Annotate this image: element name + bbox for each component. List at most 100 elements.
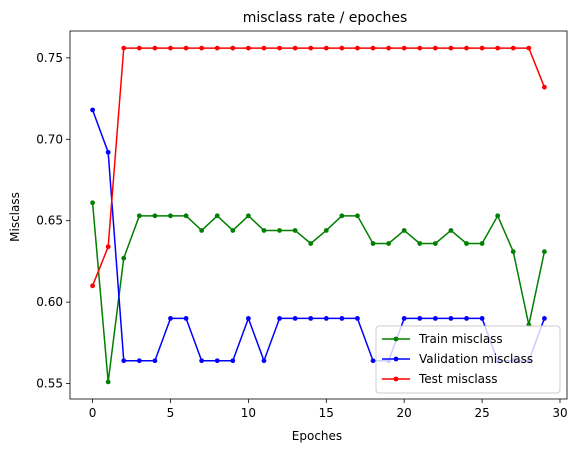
y-tick-label: 0.60 — [36, 295, 63, 309]
data-point — [261, 45, 267, 51]
data-point — [183, 45, 189, 51]
data-point — [121, 45, 127, 51]
x-tick-label: 10 — [241, 406, 256, 420]
data-point — [308, 241, 314, 246]
y-tick-label: 0.55 — [36, 377, 63, 391]
data-point — [261, 228, 267, 233]
y-tick-label: 0.65 — [36, 214, 63, 228]
plot-series — [90, 45, 547, 385]
data-point — [199, 45, 205, 51]
data-point — [479, 45, 485, 51]
data-point — [152, 45, 158, 51]
chart-title: misclass rate / epoches — [243, 10, 408, 26]
data-point — [355, 213, 360, 219]
x-tick-label: 5 — [167, 406, 175, 420]
legend-swatch-marker — [393, 376, 399, 382]
data-point — [417, 45, 423, 51]
data-point — [214, 213, 220, 219]
data-point — [386, 241, 392, 246]
x-axis-label: Epoches — [292, 429, 342, 443]
data-point — [199, 228, 205, 233]
data-point — [479, 241, 485, 246]
data-point — [401, 228, 407, 233]
x-tick-label: 15 — [319, 406, 334, 420]
data-point — [105, 379, 111, 385]
data-point — [152, 213, 158, 219]
data-point — [199, 358, 205, 364]
series-line — [91, 202, 546, 383]
data-point — [308, 315, 314, 321]
legend-swatch-marker — [393, 356, 399, 362]
data-point — [168, 45, 173, 51]
data-point — [136, 45, 142, 51]
data-point — [401, 45, 407, 51]
data-point — [292, 228, 298, 233]
data-point — [417, 315, 423, 321]
data-point — [448, 228, 454, 233]
x-tick-label: 25 — [474, 406, 489, 420]
x-axis-ticks: 0 5 10 15 20 25 30 — [89, 399, 568, 420]
data-point — [448, 315, 454, 321]
legend-label: Test misclass — [418, 372, 498, 386]
data-point — [370, 358, 376, 364]
data-point — [432, 315, 438, 321]
legend-swatch-marker — [393, 336, 399, 342]
data-point — [339, 315, 345, 321]
series-validation-misclass — [90, 107, 547, 364]
data-point — [136, 358, 142, 364]
legend-label: Validation misclass — [419, 352, 533, 366]
data-point — [121, 358, 127, 364]
series-test-misclass — [90, 45, 547, 289]
data-point — [370, 241, 376, 246]
data-point — [90, 200, 95, 206]
data-point — [105, 149, 111, 155]
data-point — [308, 45, 314, 51]
series-train-misclass — [90, 200, 547, 385]
data-point — [152, 358, 158, 364]
data-point — [542, 315, 547, 321]
data-point — [261, 358, 267, 364]
data-point — [464, 241, 469, 246]
data-point — [448, 45, 454, 51]
data-point — [136, 213, 142, 219]
legend-label: Train misclass — [418, 332, 503, 346]
data-point — [355, 45, 360, 51]
data-point — [323, 315, 329, 321]
data-point — [510, 45, 516, 51]
data-point — [90, 283, 95, 289]
data-point — [370, 45, 376, 51]
data-point — [542, 249, 547, 255]
data-point — [510, 249, 516, 255]
data-point — [323, 228, 329, 233]
data-point — [245, 315, 251, 321]
data-point — [432, 45, 438, 51]
y-tick-label: 0.75 — [36, 51, 63, 65]
data-point — [230, 358, 236, 364]
data-point — [121, 255, 127, 261]
data-point — [386, 45, 392, 51]
data-point — [277, 228, 282, 233]
x-tick-label: 30 — [552, 406, 567, 420]
data-point — [542, 84, 547, 90]
data-point — [495, 213, 501, 219]
data-point — [323, 45, 329, 51]
data-point — [464, 315, 469, 321]
data-point — [292, 45, 298, 51]
data-point — [183, 315, 189, 321]
data-point — [464, 45, 469, 51]
data-point — [90, 107, 95, 113]
data-point — [168, 315, 173, 321]
y-tick-label: 0.70 — [36, 132, 63, 146]
data-point — [495, 45, 501, 51]
data-point — [168, 213, 173, 219]
data-point — [526, 45, 532, 51]
x-tick-label: 20 — [397, 406, 412, 420]
data-point — [417, 241, 423, 246]
x-tick-label: 0 — [89, 406, 97, 420]
series-line — [91, 47, 546, 287]
plot-frame — [69, 30, 568, 400]
data-point — [214, 358, 220, 364]
legend-box — [375, 325, 561, 394]
data-point — [292, 315, 298, 321]
